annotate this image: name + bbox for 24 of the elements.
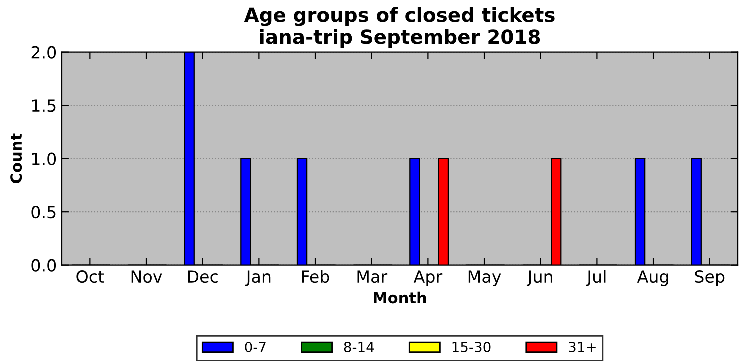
y-tick-label: 0.0 <box>32 259 56 272</box>
x-tick-label: Mar <box>358 270 388 284</box>
x-tick-label: Feb <box>302 270 330 284</box>
legend-label: 0-7 <box>245 342 266 352</box>
x-tick-label: May <box>468 270 502 286</box>
legend-label: 8-14 <box>344 342 374 352</box>
x-tick-label: Jul <box>586 270 606 286</box>
x-tick-label: Dec <box>188 270 218 284</box>
y-tick-label: 1.0 <box>32 152 56 166</box>
x-tick-label: Aug <box>637 270 668 286</box>
x-tick-label: Jan <box>245 270 271 286</box>
x-axis-title: Month <box>374 292 426 304</box>
x-tick-label: Nov <box>132 270 162 284</box>
legend-label: 15-30 <box>452 342 491 352</box>
y-axis-title: Count <box>10 134 22 184</box>
x-tick-label: Apr <box>414 270 443 286</box>
x-tick-label: Oct <box>76 270 104 284</box>
y-tick-label: 0.5 <box>32 206 56 219</box>
y-tick-label: 1.5 <box>32 100 56 112</box>
y-tick-label: 2.0 <box>32 46 56 59</box>
x-tick-label: Jun <box>526 270 552 286</box>
x-tick-label: Sep <box>695 270 725 286</box>
chart-title: Age groups of closed tickets iana-trip September 2018 <box>244 7 555 48</box>
legend-label: 31+ <box>569 342 596 352</box>
